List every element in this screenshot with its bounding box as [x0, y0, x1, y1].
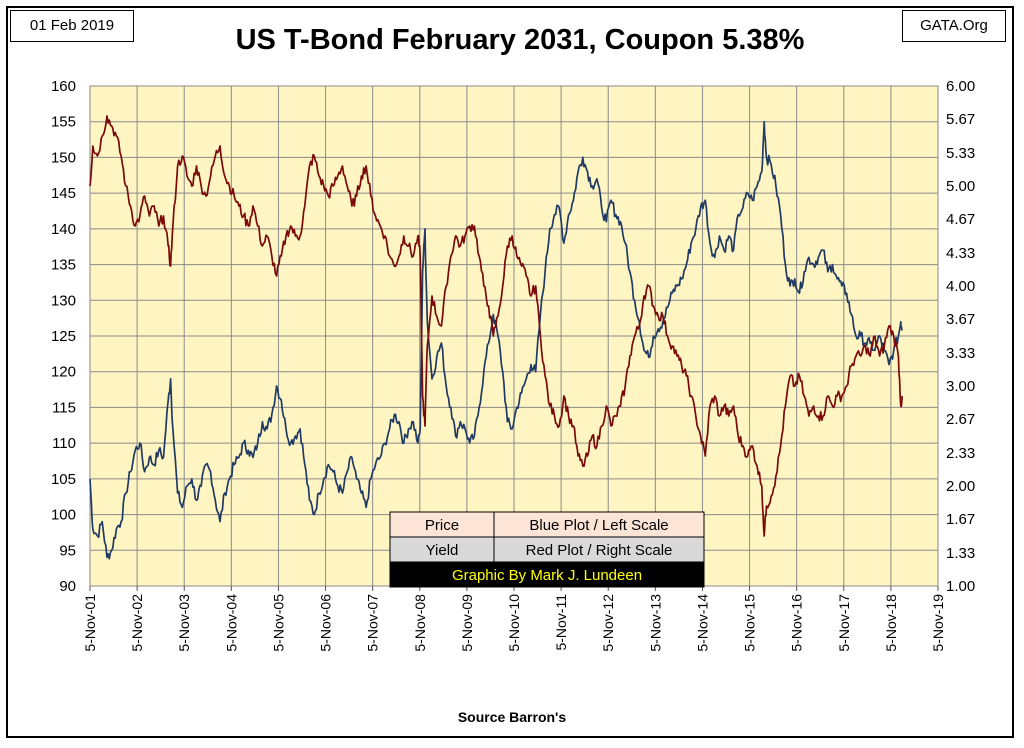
source-note: Source Barron's: [457, 709, 567, 725]
x-tick-label: 5-Nov-09: [459, 594, 475, 652]
y-right-tick-label: 2.00: [946, 478, 975, 495]
y-left-tick-label: 95: [59, 542, 76, 559]
y-left-tick-label: 150: [51, 149, 76, 166]
y-right-tick-label: 6.00: [946, 78, 975, 95]
legend-label-cell: [389, 536, 495, 563]
y-right-tick-label: 4.67: [946, 211, 975, 228]
y-right-tick-label: 5.00: [946, 178, 975, 195]
y-left-tick-label: 115: [52, 399, 76, 416]
y-right-tick-label: 5.67: [946, 111, 975, 128]
y-right-tick-label: 1.67: [946, 511, 975, 528]
x-tick-label: 5-Nov-10: [506, 594, 522, 652]
y-left-tick-label: 145: [51, 185, 76, 202]
x-tick-label: 5-Nov-05: [270, 594, 286, 652]
x-axis: 5-Nov-01 5-Nov-02 5-Nov-03 5-Nov-04 5-Nov-05…: [82, 594, 946, 652]
y-left-tick-label: 110: [52, 435, 76, 452]
y-left-tick-label: 120: [51, 364, 76, 381]
y-right-tick-label: 5.33: [946, 145, 975, 162]
y-right-tick-label: 3.67: [946, 311, 975, 328]
y-left-tick-label: 90: [59, 578, 76, 595]
y-right-tick-label: 1.33: [946, 545, 975, 562]
y-right-tick-label: 2.67: [946, 411, 975, 428]
x-tick-label: 5-Nov-15: [742, 594, 758, 652]
legend-label: Price: [425, 517, 459, 534]
x-tick-label: 5-Nov-14: [694, 594, 710, 652]
legend-label-cell: [389, 511, 495, 538]
y-left-tick-label: 155: [51, 114, 76, 131]
y-right-tick-label: 4.33: [946, 245, 975, 262]
yield-series-line: [89, 115, 904, 537]
x-tick-label: 5-Nov-19: [930, 594, 946, 652]
x-tick-label: 5-Nov-17: [836, 594, 852, 652]
x-tick-label: 5-Nov-16: [789, 594, 805, 652]
x-tick-label: 5-Nov-06: [318, 594, 334, 652]
x-tick-label: 5-Nov-18: [883, 594, 899, 652]
y-left-tick-label: 100: [51, 507, 76, 524]
y-right-tick-label: 4.00: [946, 278, 975, 295]
x-tick-label: 5-Nov-08: [412, 594, 428, 652]
site-label: GATA.Org: [902, 10, 1006, 42]
y-left-tick-label: 135: [51, 257, 76, 274]
y-axis-right: 6.00 5.67 5.33 5.00 4.67 4.33 4.00 3.67 3.33 3.00…: [946, 78, 975, 595]
x-tick-label: 5-Nov-12: [600, 594, 616, 652]
y-axis-left: 160 155 150 145 140 135 130 125 120 115 110 105 100 9…: [51, 78, 76, 595]
series-lines: [89, 115, 904, 560]
x-tick-label: 5-Nov-04: [223, 594, 239, 652]
y-right-tick-label: 2.33: [946, 445, 975, 462]
x-tick-label: 5-Nov-01: [82, 594, 98, 652]
y-left-tick-label: 105: [51, 471, 76, 488]
legend-desc: Red Plot / Right Scale: [526, 542, 673, 559]
x-tick-label: 5-Nov-07: [365, 594, 381, 652]
legend: Price Blue Plot / Left Scale Yield Red Plot…: [389, 511, 705, 588]
legend-desc: Blue Plot / Left Scale: [529, 517, 668, 534]
price-series-line: [89, 120, 903, 560]
x-tick-label: 5-Nov-13: [647, 594, 663, 652]
y-right-tick-label: 3.00: [946, 378, 975, 395]
chart-title: US T-Bond February 2031, Coupon 5.38%: [235, 24, 805, 56]
y-right-tick-label: 1.00: [946, 578, 975, 595]
y-left-tick-label: 140: [51, 221, 76, 238]
y-right-tick-label: 3.33: [946, 345, 975, 362]
y-left-tick-label: 125: [51, 328, 76, 345]
date-label: 01 Feb 2019: [10, 10, 134, 42]
credit-cell: [389, 561, 705, 588]
credit-text: Graphic By Mark J. Lundeen: [452, 567, 642, 584]
y-left-tick-label: 160: [51, 78, 76, 95]
legend-label: Yield: [426, 542, 459, 559]
legend-desc-cell: [493, 536, 705, 563]
x-tick-label: 5-Nov-02: [129, 594, 145, 652]
y-left-tick-label: 130: [51, 292, 76, 309]
x-tick-label: 5-Nov-03: [176, 594, 192, 652]
x-tick-label: 5-Nov-11: [553, 594, 569, 651]
